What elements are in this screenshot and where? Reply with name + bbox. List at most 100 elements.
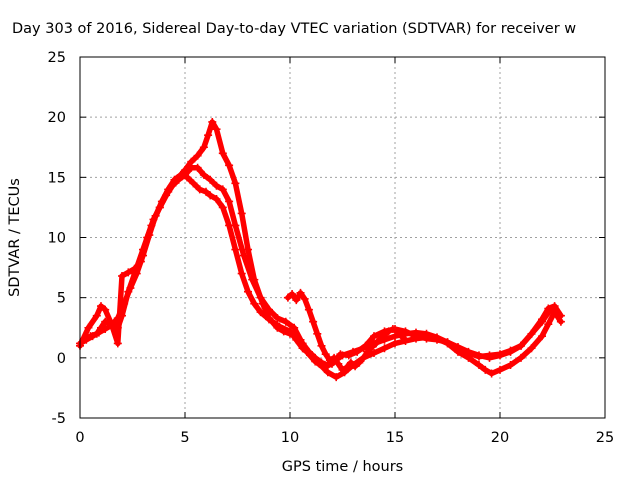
data-point-track-a — [244, 287, 252, 296]
data-point-track-c — [162, 191, 171, 200]
data-point-track-b — [199, 143, 208, 152]
data-point-track-b — [286, 329, 294, 338]
data-point-track-c — [464, 347, 473, 356]
data-point-track-c — [527, 329, 536, 338]
data-point-track-c — [475, 351, 483, 360]
data-point-track-c — [143, 233, 152, 242]
data-point-track-c — [361, 341, 370, 350]
data-point-track-c — [319, 363, 328, 372]
data-point-track-c — [433, 335, 441, 344]
data-point-track-c — [113, 339, 122, 348]
data-point-track-c — [239, 251, 248, 260]
data-point-track-d — [367, 343, 376, 352]
data-point-track-c — [92, 311, 101, 320]
data-point-track-a — [212, 194, 221, 203]
data-point-track-b — [244, 245, 252, 254]
data-point-track-c — [290, 323, 299, 332]
data-point-track-b — [279, 327, 288, 336]
data-point-track-d — [304, 305, 313, 314]
data-point-track-c — [538, 317, 546, 326]
data-point-track-a — [487, 369, 496, 378]
data-point-track-a — [538, 332, 546, 341]
y-tick-label: 10 — [48, 231, 66, 247]
data-point-track-d — [351, 362, 360, 371]
data-point-track-c — [168, 181, 177, 190]
data-point-track-c — [422, 334, 431, 343]
data-point-track-a — [202, 187, 210, 196]
data-point-track-d — [388, 324, 397, 333]
data-point-track-d — [330, 353, 339, 362]
data-point-track-c — [273, 314, 282, 323]
y-tick-label: 15 — [48, 170, 66, 186]
data-point-track-b — [237, 209, 246, 218]
data-point-track-b — [273, 323, 282, 332]
data-point-track-d — [355, 358, 364, 367]
data-point-track-d — [325, 356, 334, 365]
y-tick-label: 20 — [48, 110, 66, 126]
data-point-track-c — [506, 347, 515, 356]
data-point-track-b — [86, 332, 95, 341]
data-point-track-d — [397, 332, 406, 341]
data-point-track-c — [118, 272, 126, 281]
data-point-track-c — [218, 185, 227, 194]
data-point-track-a — [218, 203, 227, 212]
y-tick-label: 0 — [57, 351, 66, 367]
data-point-track-c — [248, 275, 257, 284]
data-point-track-c — [149, 215, 158, 224]
data-point-track-d — [342, 363, 351, 372]
data-point-track-d — [317, 341, 326, 350]
data-point-track-c — [344, 351, 353, 360]
x-tick-label: 10 — [281, 430, 299, 446]
data-point-track-b — [231, 179, 240, 188]
data-point-track-a — [189, 179, 198, 188]
data-point-track-c — [517, 341, 525, 350]
data-point-track-c — [265, 305, 273, 314]
data-point-track-d — [321, 350, 330, 359]
data-point-track-b — [265, 314, 273, 323]
data-point-track-b — [212, 125, 221, 134]
data-point-track-c — [302, 347, 311, 356]
data-point-track-d — [300, 294, 309, 303]
data-point-track-c — [101, 305, 110, 314]
data-point-track-a — [496, 365, 504, 374]
data-point-track-c — [212, 181, 221, 190]
data-point-track-c — [199, 170, 208, 179]
data-point-track-a — [332, 373, 341, 382]
data-point-track-c — [336, 350, 345, 359]
data-point-track-c — [124, 268, 133, 277]
data-point-track-d — [283, 293, 292, 302]
data-point-track-c — [155, 203, 164, 212]
data-point-track-a — [475, 361, 483, 370]
data-point-track-b — [208, 117, 217, 126]
data-point-track-a — [544, 320, 553, 329]
tick-layer: 0 5 10 15 20 25 -5 0 5 10 15 20 25 — [48, 50, 615, 446]
data-point-track-c — [353, 347, 362, 356]
data-point-track-d — [296, 288, 305, 297]
data-point-track-d — [334, 359, 343, 368]
data-point-track-c — [546, 305, 555, 314]
data-point-track-a — [370, 349, 378, 358]
data-point-track-b — [218, 149, 227, 158]
data-point-track-c — [231, 221, 240, 230]
data-point-track-d — [376, 334, 385, 343]
data-point-track-c — [370, 332, 378, 341]
data-point-track-c — [97, 302, 105, 311]
data-point-track-c — [174, 175, 183, 184]
data-point-track-c — [206, 175, 215, 184]
x-tick-label: 0 — [75, 430, 84, 446]
data-point-track-c — [485, 353, 494, 362]
data-point-track-a — [517, 353, 525, 362]
x-tick-label: 5 — [180, 430, 189, 446]
data-point-track-d — [359, 353, 368, 362]
data-point-track-c — [107, 320, 116, 329]
data-point-track-c — [554, 310, 563, 319]
data-point-track-c — [281, 317, 290, 326]
data-layer — [76, 117, 565, 382]
x-axis-label: GPS time / hours — [282, 459, 403, 475]
data-point-track-b — [204, 131, 213, 140]
data-point-track-d — [338, 365, 347, 374]
chart-title: Day 303 of 2016, Sidereal Day-to-day VTE… — [12, 21, 576, 37]
data-point-track-a — [380, 344, 389, 353]
data-point-track-d — [346, 358, 355, 367]
